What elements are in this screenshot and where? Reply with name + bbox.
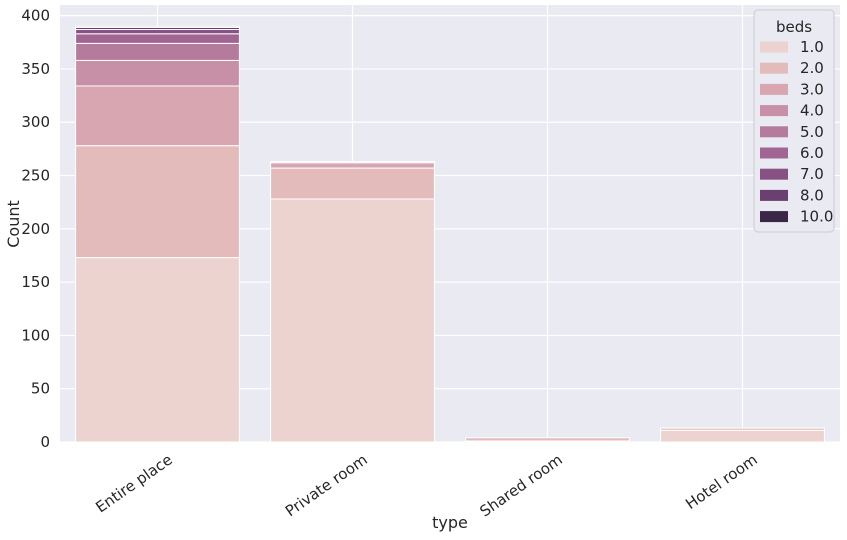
y-tick-label: 100	[21, 326, 50, 344]
y-tick-label: 0	[40, 433, 50, 451]
legend-title: beds	[776, 18, 812, 36]
x-tick-label: Shared room	[477, 451, 566, 521]
y-tick-label: 150	[21, 273, 50, 291]
legend-swatch	[760, 105, 788, 117]
bar-entire-place-beds-5-0	[75, 42, 240, 61]
legend-label: 8.0	[800, 186, 824, 204]
bar-entire-place-beds-2-0	[75, 145, 240, 259]
bar-private-room-beds-4-0	[270, 161, 435, 164]
bar-entire-place-beds-3-0	[75, 85, 240, 147]
y-tick-label: 200	[21, 220, 50, 238]
legend: beds 1.0 2.0 3.0 4.0 5.0 6.0 7.0 8.0 10.0	[753, 9, 835, 233]
bar-entire-place-beds-7-0	[75, 29, 240, 35]
legend-label: 2.0	[800, 59, 824, 77]
bar-entire-place-beds-4-0	[75, 59, 240, 87]
bar-private-room-beds-1-0	[270, 198, 435, 443]
y-tick-labels: 0 50 100 150 200 250 300 350 400	[21, 7, 50, 451]
bar-private-room-beds-2-0	[270, 167, 435, 200]
legend-label: 3.0	[800, 80, 824, 98]
legend-label: 1.0	[800, 38, 824, 56]
bar-hotel-room-beds-1-0	[660, 429, 825, 443]
x-tick-label: Entire place	[92, 451, 175, 517]
legend-swatch	[760, 62, 788, 74]
bar-private-room-beds-3-0	[270, 162, 435, 169]
bar-shared-room-beds-2-0	[465, 437, 630, 442]
bars	[75, 25, 825, 443]
legend-label: 10.0	[800, 208, 833, 226]
y-tick-label: 350	[21, 60, 50, 78]
legend-swatch	[760, 41, 788, 53]
x-tick-labels: Entire place Private room Shared room Hotel…	[92, 451, 760, 521]
x-tick-label: Private room	[282, 451, 371, 521]
x-axis-label: type	[432, 513, 468, 532]
legend-swatch	[760, 83, 788, 95]
legend-label: 6.0	[800, 144, 824, 162]
legend-label: 5.0	[800, 123, 824, 141]
bar-entire-place-beds-1-0	[75, 257, 240, 443]
y-axis-label: Count	[4, 200, 23, 248]
bar-entire-place-beds-6-0	[75, 33, 240, 44]
bar-hotel-room-beds-2-0	[660, 427, 825, 431]
legend-swatch	[760, 147, 788, 159]
x-tick-label: Hotel room	[682, 451, 761, 514]
legend-label: 7.0	[800, 165, 824, 183]
legend-swatch	[760, 189, 788, 201]
legend-swatch	[760, 126, 788, 138]
legend-swatch	[760, 168, 788, 180]
legend-swatch	[760, 211, 788, 223]
y-tick-label: 250	[21, 167, 50, 185]
bar-entire-place-beds-10-0	[75, 25, 240, 28]
y-tick-label: 300	[21, 113, 50, 131]
y-tick-label: 50	[31, 380, 50, 398]
y-tick-label: 400	[21, 7, 50, 25]
legend-label: 4.0	[800, 102, 824, 120]
